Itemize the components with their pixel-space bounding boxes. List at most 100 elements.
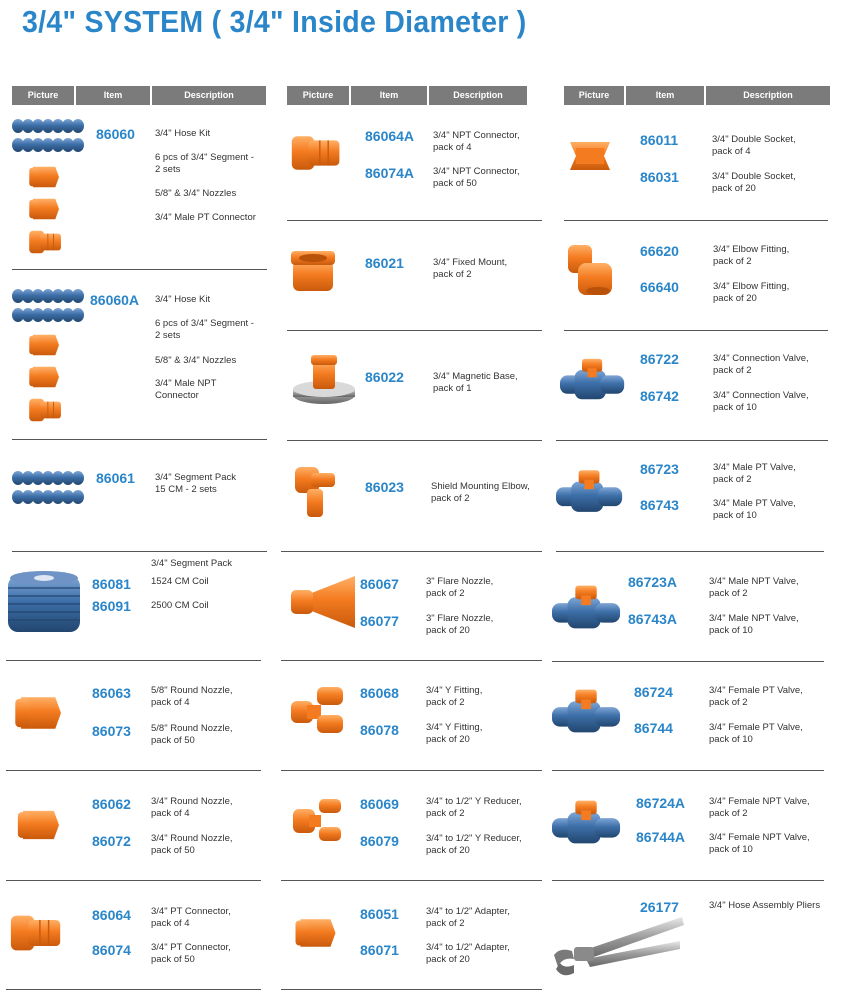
item-description: 5/8" Round Nozzle, pack of 50 — [151, 723, 233, 746]
item-number: 86023 — [365, 479, 404, 495]
hose-kit-npt-picture — [12, 288, 84, 424]
product-row-86061: 86061 3/4" Segment Pack 15 CM - 2 sets — [12, 440, 267, 552]
item-description: 2500 CM Coil — [151, 600, 209, 611]
header-item: Item — [76, 86, 150, 105]
item-description: 3/4" to 1/2" Adapter, pack of 2 — [426, 906, 510, 929]
table-header: Picture Item Description — [564, 86, 832, 105]
item-description: 3/4" Magnetic Base, pack of 1 — [433, 371, 518, 394]
item-description: 6 pcs of 3/4" Segment - 2 sets — [155, 152, 254, 175]
item-description: 3/4" Segment Pack — [151, 558, 233, 569]
item-number: 86077 — [360, 613, 399, 629]
column-3: Picture Item Description — [564, 86, 832, 109]
segment-pack-picture — [12, 470, 84, 506]
item-description: 3/4" to 1/2" Adapter, pack of 20 — [426, 942, 510, 965]
product-row-86068: 86068 86078 3/4" Y Fitting, pack of 2 3/… — [281, 661, 542, 771]
item-description: 3/4" Round Nozzle, pack of 50 — [151, 833, 233, 856]
double-socket-picture — [568, 138, 612, 174]
item-number: 86723A — [628, 574, 678, 590]
product-row-86023: 86023 Shield Mounting Elbow, pack of 2 — [281, 441, 542, 552]
item-description: 3/4" NPT Connector, pack of 4 — [433, 130, 520, 153]
item-description: 6 pcs of 3/4" Segment - 2 sets — [155, 318, 254, 341]
shield-mounting-elbow-picture — [293, 463, 337, 521]
product-row-86064: 86064 86074 3/4" PT Connector, pack of 4… — [6, 881, 261, 990]
item-description: 3/4" Connection Valve, pack of 10 — [713, 390, 809, 413]
male-npt-valve-picture — [552, 582, 622, 634]
item-description: 3/4" Segment Pack 15 CM - 2 sets — [155, 472, 237, 495]
item-number: 86744 — [634, 720, 673, 736]
item-number: 86744A — [636, 829, 686, 845]
item-description: 3/4" Y Fitting, pack of 2 — [426, 685, 483, 708]
item-number: 86060A — [90, 292, 140, 308]
column-1: Picture Item Description — [12, 86, 270, 109]
item-description: 3/4" Female NPT Valve, pack of 10 — [709, 832, 810, 855]
item-description: 3/4" Elbow Fitting, pack of 2 — [713, 244, 790, 267]
item-description: 3/4" Male NPT Valve, pack of 10 — [709, 613, 799, 636]
product-row-86069: 86069 86079 3/4" to 1/2" Y Reducer, pack… — [281, 771, 542, 881]
item-description: 3" Flare Nozzle, pack of 20 — [426, 613, 494, 636]
item-number: 86011 — [640, 132, 679, 148]
pt-connector-picture — [8, 911, 66, 955]
item-number: 86742 — [640, 388, 679, 404]
header-picture: Picture — [564, 86, 624, 105]
item-number: 86743 — [640, 497, 679, 513]
item-number: 66620 — [640, 243, 679, 259]
product-row-86724A: 86724A 86744A 3/4" Female NPT Valve, pac… — [552, 771, 824, 881]
product-row-86060A: 86060A 3/4" Hose Kit 6 pcs of 3/4" Segme… — [12, 270, 267, 440]
coil-picture — [6, 570, 82, 636]
item-number: 86063 — [92, 685, 131, 701]
item-description: 3/4" Fixed Mount, pack of 2 — [433, 257, 508, 280]
item-number: 86069 — [360, 796, 399, 812]
header-item: Item — [626, 86, 704, 105]
item-number: 26177 — [640, 899, 679, 915]
item-number: 86081 — [92, 576, 131, 592]
hose-kit-picture — [12, 118, 84, 256]
female-pt-valve-picture — [552, 686, 622, 738]
item-description: 3/4" PT Connector, pack of 4 — [151, 906, 231, 929]
header-item: Item — [351, 86, 427, 105]
table-header: Picture Item Description — [287, 86, 545, 105]
flare-nozzle-picture — [289, 574, 359, 630]
item-description: 3/4" Hose Kit — [155, 294, 211, 305]
item-description: 3/4" PT Connector, pack of 50 — [151, 942, 231, 965]
header-picture: Picture — [287, 86, 349, 105]
round-nozzle-34-picture — [12, 807, 70, 843]
product-row-86021: 86021 3/4" Fixed Mount, pack of 2 — [287, 221, 542, 331]
item-description: 3/4" Female NPT Valve, pack of 2 — [709, 796, 810, 819]
column-2: Picture Item Description — [287, 86, 545, 109]
table-header: Picture Item Description — [12, 86, 270, 105]
product-row-86067: 86067 86077 3" Flare Nozzle, pack of 2 3… — [281, 552, 542, 661]
item-description: 5/8" Round Nozzle, pack of 4 — [151, 685, 233, 708]
item-number: 86724 — [634, 684, 673, 700]
item-description: 3/4" Hose Kit — [155, 128, 211, 139]
item-description: 3/4" Round Nozzle, pack of 4 — [151, 796, 233, 819]
product-row-86081: 86081 86091 3/4" Segment Pack 1524 CM Co… — [6, 552, 261, 661]
item-number: 86071 — [360, 942, 399, 958]
npt-connector-picture — [287, 132, 347, 174]
item-number: 86021 — [365, 255, 404, 271]
item-number: 86064 — [92, 907, 131, 923]
item-number: 86067 — [360, 576, 399, 592]
item-number: 86072 — [92, 833, 131, 849]
item-description: 3/4" Double Socket, pack of 4 — [712, 134, 796, 157]
item-number: 86074 — [92, 942, 131, 958]
fixed-mount-picture — [289, 247, 337, 295]
item-number: 86723 — [640, 461, 679, 477]
round-nozzle-58-picture — [12, 693, 70, 733]
page-title: 3/4" SYSTEM ( 3/4" Inside Diameter ) — [22, 4, 527, 39]
item-description: 3" Flare Nozzle, pack of 2 — [426, 576, 494, 599]
product-row-86063: 86063 86073 5/8" Round Nozzle, pack of 4… — [6, 661, 261, 771]
item-number: 86724A — [636, 795, 686, 811]
item-description: 3/4" Elbow Fitting, pack of 20 — [713, 281, 790, 304]
item-description: Shield Mounting Elbow, pack of 2 — [431, 481, 530, 504]
product-row-86723A: 86723A 86743A 3/4" Male NPT Valve, pack … — [552, 552, 824, 662]
product-row-86011: 86011 86031 3/4" Double Socket, pack of … — [564, 110, 828, 221]
item-number: 66640 — [640, 279, 679, 295]
item-description: 3/4" to 1/2" Y Reducer, pack of 20 — [426, 833, 522, 856]
header-picture: Picture — [12, 86, 74, 105]
product-row-86724: 86724 86744 3/4" Female PT Valve, pack o… — [552, 662, 824, 771]
item-description: 3/4" Male NPT Connector — [155, 378, 217, 401]
item-number: 86074A — [365, 165, 415, 181]
item-description: 3/4" Female PT Valve, pack of 10 — [709, 722, 803, 745]
item-number: 86091 — [92, 598, 131, 614]
item-description: 3/4" Connection Valve, pack of 2 — [713, 353, 809, 376]
